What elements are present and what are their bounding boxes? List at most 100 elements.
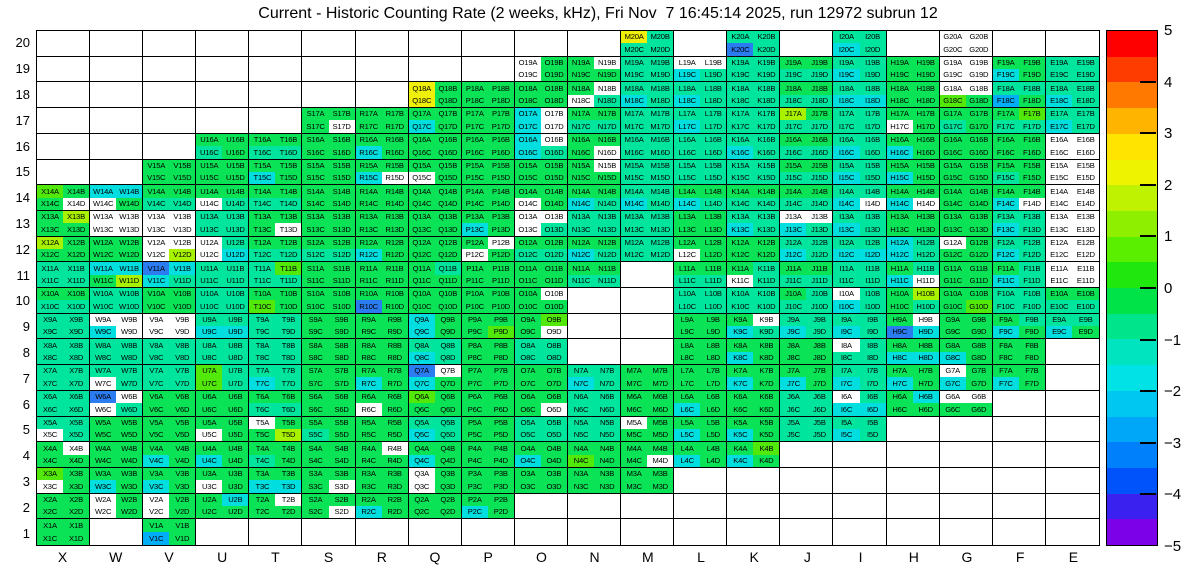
cell-M20: M20A M20B M20C M20D xyxy=(621,31,675,57)
quadrant-W3C: W3C xyxy=(90,480,117,493)
quadrant-J9D: J9D xyxy=(806,326,833,339)
quadrant-S13B: S13B xyxy=(328,210,355,224)
quadrant-K4D: K4D xyxy=(753,454,780,467)
quadrant-V11D: V11D xyxy=(169,274,196,287)
cell-R20 xyxy=(355,31,409,57)
cell-T12: T12A T12B T12C T12D xyxy=(249,236,303,263)
quadrant-O6D: O6D xyxy=(540,403,567,416)
quadrant-F14B: F14B xyxy=(1018,185,1045,198)
quadrant-F10B: F10B xyxy=(1018,288,1045,301)
quadrant-P6B: P6B xyxy=(487,390,514,404)
quadrant-F10A: F10A xyxy=(992,288,1019,301)
quadrant-W7B: W7B xyxy=(116,365,143,378)
quadrant-S14A: S14A xyxy=(302,185,329,198)
quadrant-K19C: K19C xyxy=(727,69,754,82)
quadrant-K13A: K13A xyxy=(727,210,754,224)
quadrant-U14A: U14A xyxy=(196,185,223,198)
cell-T7: T7A T7B T7C T7D xyxy=(249,365,303,391)
quadrant-H16C: H16C xyxy=(886,146,913,159)
quadrant-P4A: P4A xyxy=(461,442,488,455)
quadrant-W13D: W13D xyxy=(116,223,143,236)
quadrant-O10B: O10B xyxy=(540,288,567,301)
cell-H20 xyxy=(886,31,940,57)
quadrant-U13D: U13D xyxy=(222,223,249,236)
quadrant-F7D: F7D xyxy=(1018,377,1045,390)
quadrant-N12C: N12C xyxy=(567,248,595,262)
quadrant-F13D: F13D xyxy=(1018,223,1045,236)
quadrant-M7D: M7D xyxy=(647,377,674,390)
quadrant-X11C: X11C xyxy=(37,274,64,287)
quadrant-K10A: K10A xyxy=(727,288,754,301)
quadrant-T5B: T5B xyxy=(275,416,302,429)
colorbar-tick-label-−1: −1 xyxy=(1164,331,1182,349)
quadrant-W9B: W9B xyxy=(116,313,143,327)
quadrant-N12D: N12D xyxy=(594,248,621,262)
quadrant-X1C: X1C xyxy=(37,532,64,545)
cell-V4: V4A V4B V4C V4D xyxy=(143,442,197,468)
quadrant-K14D: K14D xyxy=(753,197,780,210)
quadrant-P10D: P10D xyxy=(487,300,514,313)
quadrant-T14A: T14A xyxy=(249,185,276,198)
quadrant-R13B: R13B xyxy=(381,210,408,224)
quadrant-O17B: O17B xyxy=(540,108,567,121)
quadrant-K12A: K12A xyxy=(727,236,754,249)
cell-E10: E10A E10B E10C E10D xyxy=(1045,288,1099,314)
quadrant-L15D: L15D xyxy=(700,171,727,185)
cell-L7: L7A L7B L7C L7D xyxy=(674,365,728,391)
quadrant-O12B: O12B xyxy=(540,236,567,249)
quadrant-E12B: E12B xyxy=(1072,236,1099,249)
quadrant-U3A: U3A xyxy=(196,467,223,481)
quadrant-M15C: M15C xyxy=(621,171,648,185)
cell-R17: R17A R17B R17C R17D xyxy=(355,108,409,134)
y-axis-label-2: 2 xyxy=(22,499,30,515)
quadrant-V4C: V4C xyxy=(143,454,170,467)
quadrant-I12B: I12B xyxy=(859,236,886,249)
quadrant-J12B: J12B xyxy=(806,236,833,249)
quadrant-H14A: H14A xyxy=(886,185,913,198)
quadrant-U2D: U2D xyxy=(222,505,249,519)
quadrant-I15C: I15C xyxy=(833,171,860,185)
colorbar-tick-label-−2: −2 xyxy=(1164,383,1182,401)
quadrant-O16C: O16C xyxy=(514,146,541,159)
quadrant-V4A: V4A xyxy=(143,442,170,455)
cell-M10 xyxy=(621,288,675,314)
quadrant-K12C: K12C xyxy=(727,248,754,262)
quadrant-W14D: W14D xyxy=(116,197,143,210)
quadrant-F14A: F14A xyxy=(992,185,1019,198)
cell-L14: L14A L14B L14C L14D xyxy=(674,185,728,211)
quadrant-P15D: P15D xyxy=(487,171,514,185)
quadrant-P9C: P9C xyxy=(461,326,488,339)
quadrant-G9D: G9D xyxy=(965,326,992,339)
quadrant-F13B: F13B xyxy=(1018,210,1045,224)
cell-Q12: Q12A Q12B Q12C Q12D xyxy=(408,236,462,263)
quadrant-J8A: J8A xyxy=(780,339,807,352)
cell-K3 xyxy=(727,467,781,494)
quadrant-P5C: P5C xyxy=(461,428,488,442)
quadrant-F7B: F7B xyxy=(1018,365,1045,378)
quadrant-W14B: W14B xyxy=(116,185,143,198)
quadrant-S8A: S8A xyxy=(302,339,329,352)
quadrant-I14D: I14D xyxy=(859,197,886,210)
cell-P15: P15A P15B P15C P15D xyxy=(461,159,515,186)
quadrant-M7A: M7A xyxy=(621,365,648,378)
cell-Q1 xyxy=(408,519,462,545)
quadrant-Q10C: Q10C xyxy=(408,300,435,313)
quadrant-F12C: F12C xyxy=(992,248,1019,262)
quadrant-F19C: F19C xyxy=(992,69,1019,82)
quadrant-Q17A: Q17A xyxy=(408,108,435,121)
cell-V18 xyxy=(143,82,197,109)
cell-H7: H7A H7B H7C H7D xyxy=(886,365,940,391)
quadrant-G10B: G10B xyxy=(965,288,992,301)
cell-V8: V8A V8B V8C V8D xyxy=(143,339,197,366)
quadrant-M4D: M4D xyxy=(647,454,674,467)
quadrant-E18B: E18B xyxy=(1072,82,1099,95)
cell-W2: W2A W2B W2C W2D xyxy=(90,493,144,520)
quadrant-S3B: S3B xyxy=(328,467,355,481)
y-axis-label-7: 7 xyxy=(22,370,30,386)
y-axis-label-15: 15 xyxy=(15,164,30,180)
x-axis-label-N: N xyxy=(589,549,600,565)
quadrant-E11D: E11D xyxy=(1072,274,1099,287)
quadrant-W9D: W9D xyxy=(116,326,143,339)
quadrant-O18B: O18B xyxy=(540,82,567,95)
quadrant-Q15A: Q15A xyxy=(408,159,435,172)
